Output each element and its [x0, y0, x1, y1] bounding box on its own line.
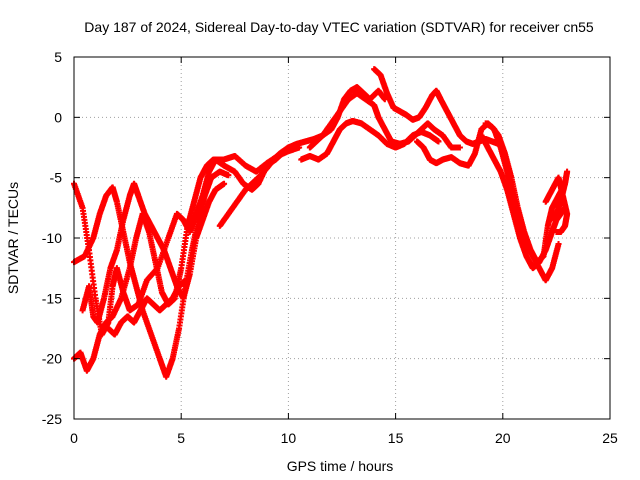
y-tick-label: -5 [50, 170, 63, 186]
x-tick-label: 0 [70, 430, 78, 446]
series-track-14 [546, 168, 571, 223]
data-point [553, 228, 560, 235]
data-point [564, 168, 571, 175]
x-axis-label: GPS time / hours [287, 458, 394, 474]
data-point [182, 277, 189, 284]
series-track-2 [71, 144, 303, 374]
y-axis-label: SDTVAR / TECUs [5, 182, 21, 294]
series-track-6 [216, 84, 388, 229]
data-point [555, 241, 562, 248]
data-points [71, 66, 571, 380]
x-tick-label: 5 [177, 430, 185, 446]
data-point [221, 180, 228, 187]
x-tick-label: 15 [388, 430, 404, 446]
data-point [225, 172, 232, 179]
y-tick-label: -10 [42, 230, 62, 246]
x-axis: 0 5 10 15 20 25 [70, 57, 618, 446]
series-track-8 [306, 90, 463, 151]
y-tick-label: 0 [54, 109, 62, 125]
data-point [456, 144, 463, 151]
series-track-4 [79, 180, 228, 326]
y-tick-label: 5 [54, 49, 62, 65]
x-tick-label: 25 [602, 430, 618, 446]
y-axis: -25 -20 -15 -10 -5 0 5 [42, 49, 610, 427]
data-point [435, 138, 442, 145]
x-tick-label: 20 [495, 430, 511, 446]
y-tick-label: -20 [42, 351, 62, 367]
y-tick-label: -25 [42, 411, 62, 427]
grid-lines [74, 57, 610, 419]
y-tick-label: -15 [42, 290, 62, 306]
x-tick-label: 10 [281, 430, 297, 446]
chart-title: Day 187 of 2024, Sidereal Day-to-day VTE… [84, 19, 594, 35]
series-track-13 [542, 174, 571, 235]
series-track-5 [105, 277, 189, 338]
